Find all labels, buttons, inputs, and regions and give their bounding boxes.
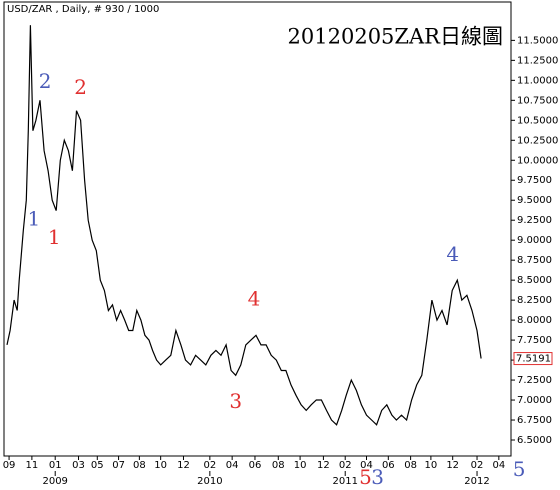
- wave-label: 5: [359, 465, 372, 489]
- year-label: 2012: [464, 476, 489, 487]
- y-tick-label: 11.2500: [517, 55, 558, 66]
- x-tick-label: 02: [339, 460, 352, 471]
- wave-label: 4: [446, 242, 459, 266]
- x-tick-label: 08: [404, 460, 417, 471]
- y-tick-label: 7.2500: [517, 375, 552, 386]
- y-tick-label: 6.7500: [517, 415, 552, 426]
- y-tick-label: 9.7500: [517, 175, 552, 186]
- x-tick-label: 04: [360, 460, 373, 471]
- plot-frame: [3, 1, 512, 457]
- x-tick-label: 08: [133, 460, 146, 471]
- wave-label: 4: [248, 287, 261, 311]
- y-tick-label: 7.7500: [517, 335, 552, 346]
- x-tick-label: 06: [382, 460, 395, 471]
- x-tick-label: 10: [294, 460, 307, 471]
- x-tick-label: 08: [272, 460, 285, 471]
- y-tick-label: 6.5000: [517, 435, 552, 446]
- y-tick-label: 10.2500: [517, 135, 558, 146]
- y-tick-label: 7.0000: [517, 395, 552, 406]
- y-tick-label: 8.7500: [517, 255, 552, 266]
- x-tick-label: 02: [471, 460, 484, 471]
- x-tick-label: 05: [91, 460, 104, 471]
- y-tick-label: 8.2500: [517, 295, 552, 306]
- x-tick-label: 04: [492, 460, 505, 471]
- x-tick-label: 10: [154, 460, 167, 471]
- year-label: 2011: [332, 476, 357, 487]
- x-tick-label: 12: [177, 460, 190, 471]
- y-tick-label: 10.7500: [517, 95, 558, 106]
- wave-label: 1: [28, 207, 41, 231]
- wave-label: 2: [74, 75, 87, 99]
- last-price-label: 7.5191: [516, 354, 551, 365]
- year-label: 2010: [197, 476, 222, 487]
- x-tick-label: 12: [446, 460, 459, 471]
- wave-label: 1: [48, 225, 61, 249]
- chart-title: 20120205ZAR日線圖: [288, 25, 503, 49]
- x-tick-label: 06: [249, 460, 262, 471]
- x-tick-label: 10: [425, 460, 438, 471]
- y-tick-label: 9.5000: [517, 195, 552, 206]
- x-tick-label: 09: [3, 460, 16, 471]
- x-tick-label: 02: [203, 460, 216, 471]
- wave-label: 2: [39, 69, 52, 93]
- last-price-box: [513, 352, 553, 366]
- wave-label: 3: [229, 389, 242, 413]
- wave-label: 3: [371, 465, 384, 489]
- x-tick-label: 11: [26, 460, 39, 471]
- y-tick-label: 9.0000: [517, 235, 552, 246]
- y-tick-label: 8.5000: [517, 275, 552, 286]
- x-tick-label: 04: [226, 460, 239, 471]
- x-tick-label: 07: [112, 460, 125, 471]
- year-label: 2009: [42, 476, 67, 487]
- chart-header: USD/ZAR , Daily, # 930 / 1000: [7, 4, 159, 15]
- y-tick-label: 10.0000: [517, 155, 558, 166]
- y-tick-label: 11.5000: [517, 35, 558, 46]
- y-tick-label: 10.5000: [517, 115, 558, 126]
- x-tick-label: 12: [317, 460, 330, 471]
- wave-label: 5: [513, 457, 526, 481]
- y-tick-label: 11.0000: [517, 75, 558, 86]
- y-tick-label: 8.0000: [517, 315, 552, 326]
- x-tick-label: 03: [72, 460, 85, 471]
- x-tick-label: 01: [49, 460, 62, 471]
- price-line: [6, 25, 482, 426]
- y-tick-label: 9.2500: [517, 215, 552, 226]
